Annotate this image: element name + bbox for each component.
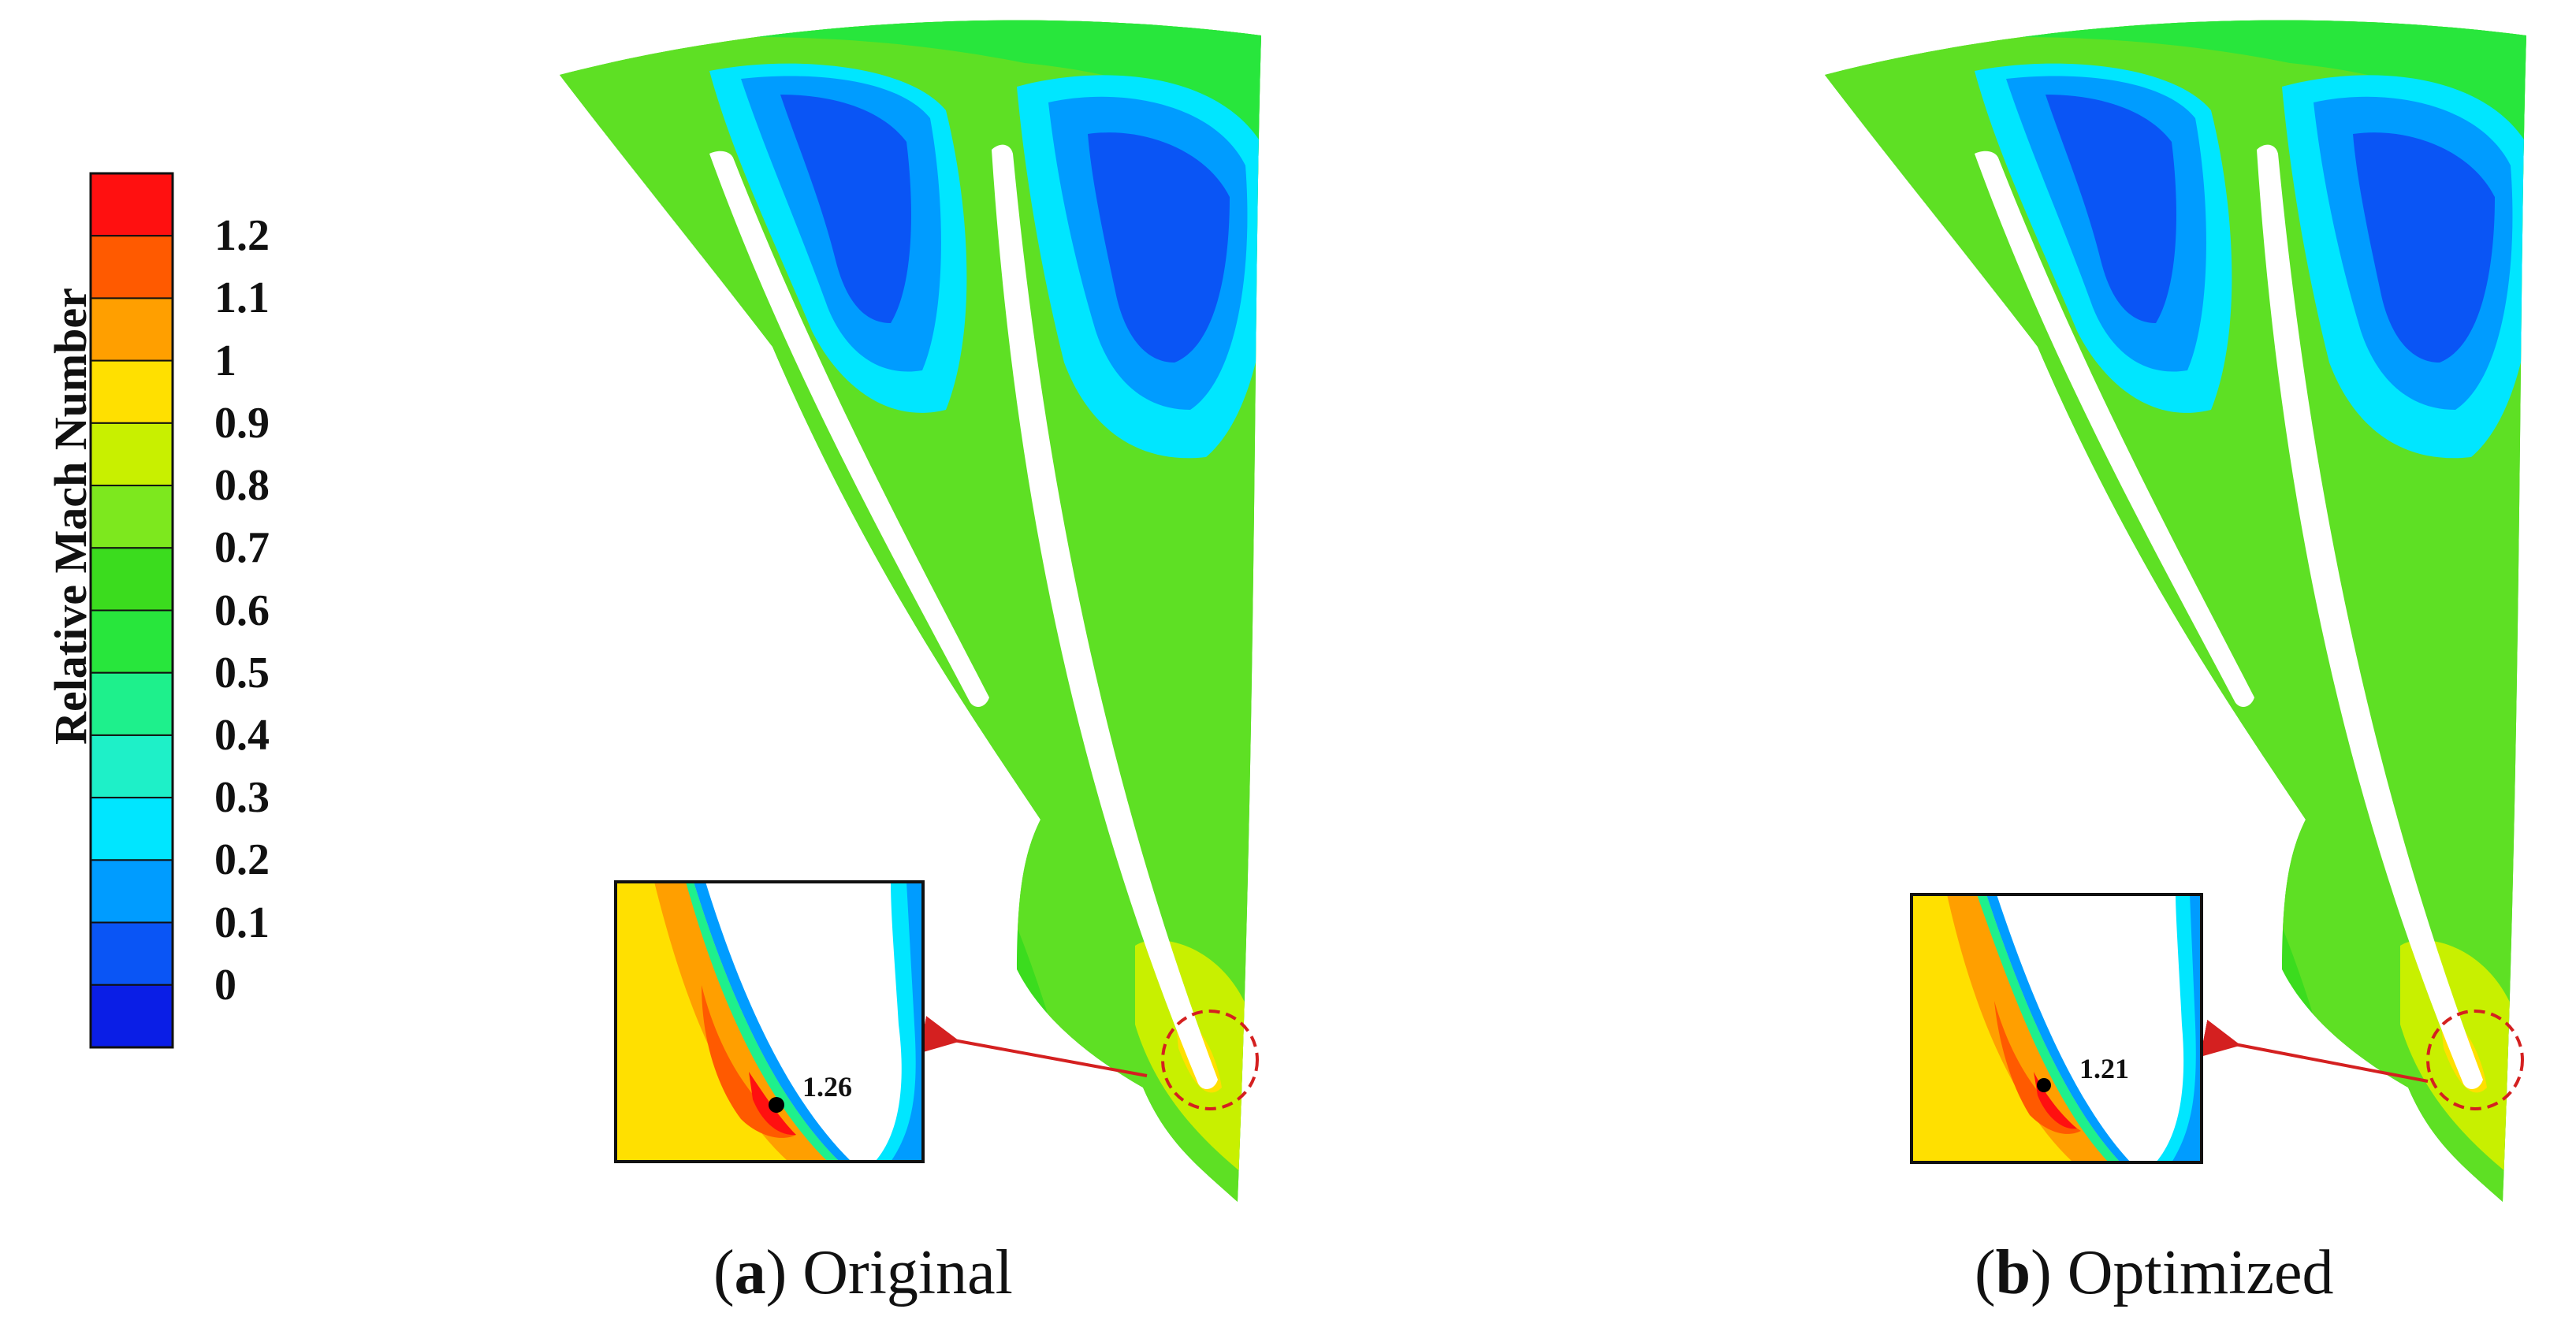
colorbar-cell: [90, 235, 173, 299]
colorbar-tick-label: 0.3: [214, 773, 270, 823]
colorbar-tick-label: 0.4: [214, 710, 270, 760]
colorbar-tick-label: 1.1: [214, 273, 270, 323]
colorbar-tick-label: 1: [214, 336, 236, 385]
colorbar-cell: [90, 859, 173, 924]
arrow-original: [919, 1016, 1148, 1077]
colorbar-tick-label: 0: [214, 960, 236, 1010]
colorbar-tick-label: 0.6: [214, 586, 270, 635]
highlight-circle-original: [1161, 1010, 1259, 1110]
arrow-optimized: [2200, 1019, 2429, 1083]
caption-original: (a) Original: [713, 1238, 1013, 1307]
colorbar-tick-label: 0.1: [214, 898, 270, 947]
colorbar-cell: [90, 173, 173, 237]
colorbar-tick-label: 0.7: [214, 523, 270, 573]
colorbar-cell: [90, 734, 173, 799]
colorbar-tick-label: 0.8: [214, 461, 270, 511]
inset-original: [616, 882, 923, 1162]
colorbar-cell: [90, 984, 173, 1049]
caption-text-original: Original: [802, 1238, 1013, 1307]
colorbar-tick-label: 1.2: [214, 211, 270, 261]
inset-value-original: 1.26: [802, 1071, 852, 1103]
inset-optimized: [1912, 894, 2202, 1162]
caption-letter-optimized: b: [1995, 1238, 2031, 1307]
colorbar-tick-label: 0.2: [214, 835, 270, 885]
caption-optimized: (b) Optimized: [1975, 1238, 2334, 1307]
caption-text-optimized: Optimized: [2067, 1238, 2334, 1307]
colorbar-tick-label: 0.5: [214, 648, 270, 697]
highlight-circle-optimized: [2426, 1010, 2524, 1110]
caption-letter-original: a: [734, 1238, 766, 1307]
colorbar-tick-label: 0.9: [214, 398, 270, 448]
inset-value-optimized: 1.21: [2079, 1053, 2129, 1084]
